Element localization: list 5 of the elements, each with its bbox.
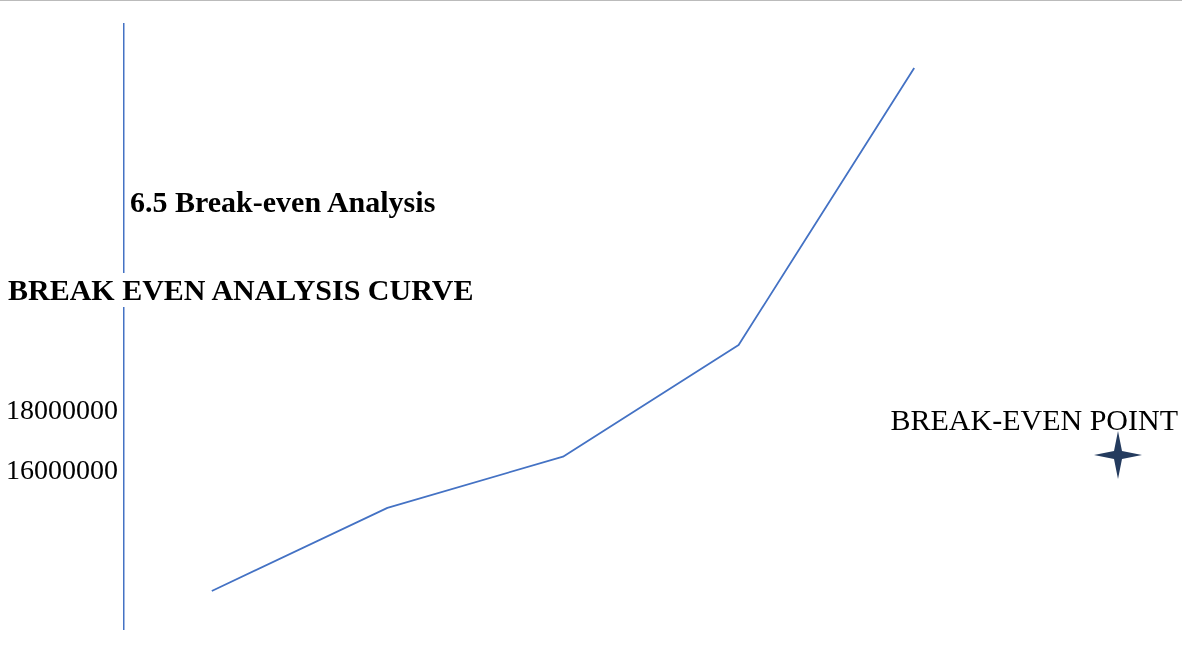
text: BREAK EVEN ANALYSIS CURVE [8, 273, 474, 307]
annotation: BREAK-EVEN POINT [890, 403, 1178, 437]
y-tick-label: 18000000 [6, 393, 118, 425]
y-tick-label: 16000000 [6, 454, 118, 486]
text: 6.5 Break-even Analysis [130, 185, 436, 219]
